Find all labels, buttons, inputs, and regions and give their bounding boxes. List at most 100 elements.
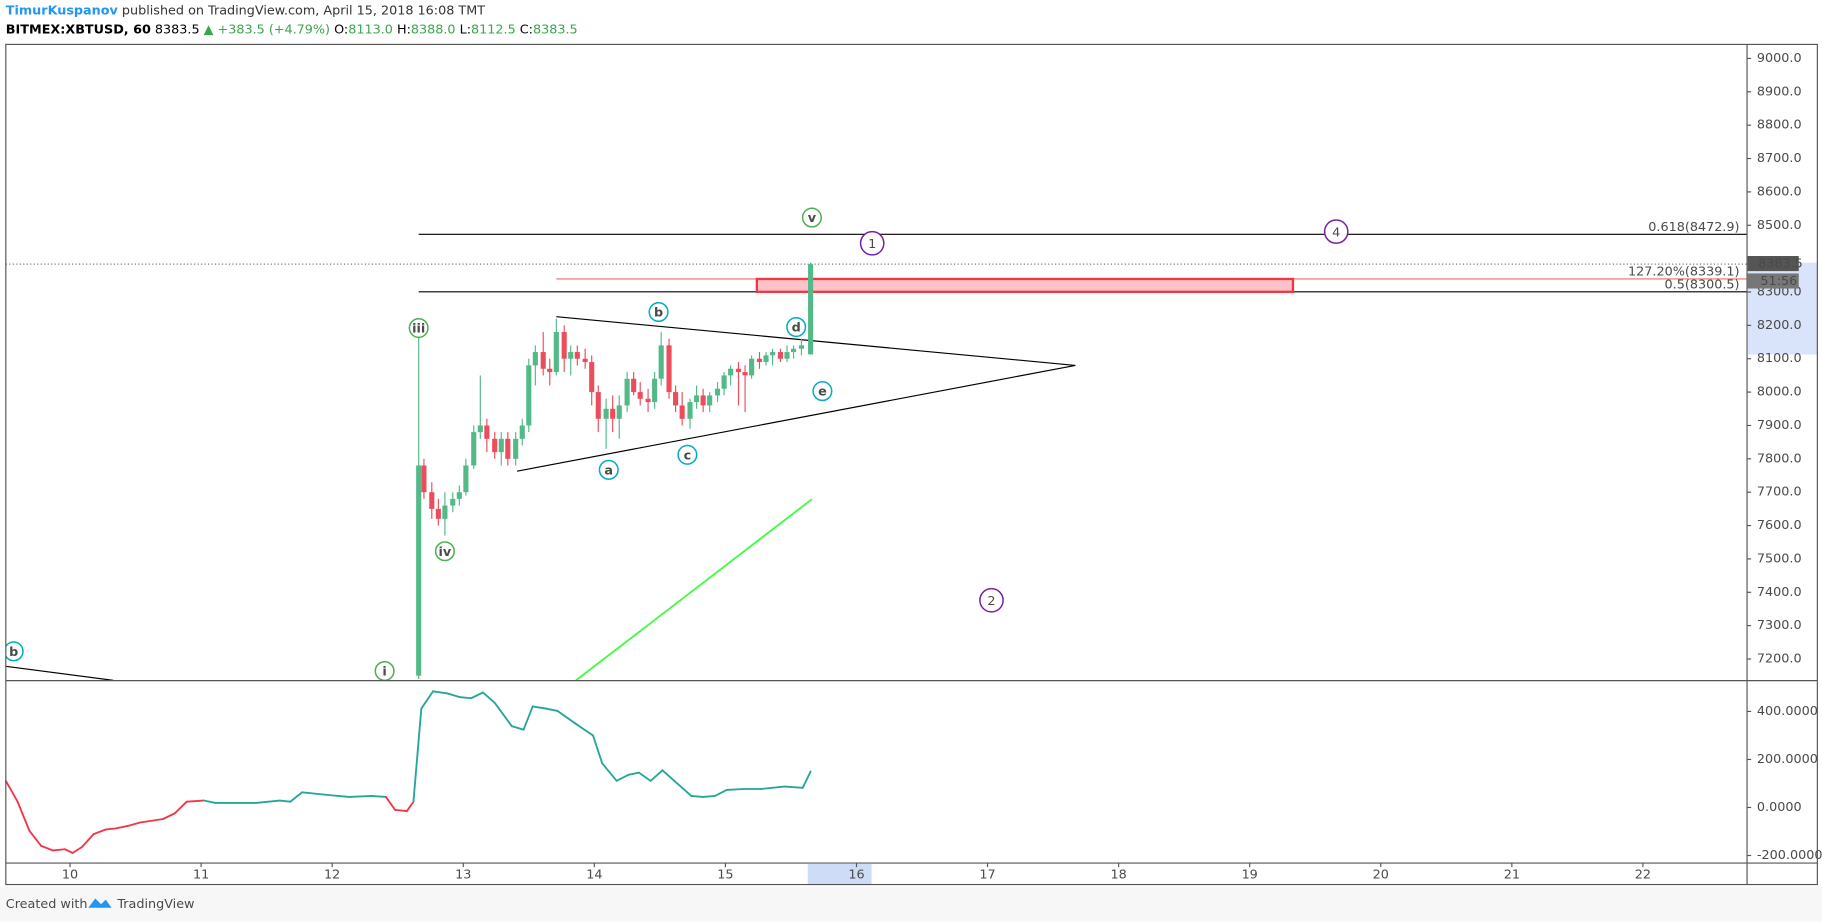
plot: 7200.0 7300.0 7400.0 7500.0 7600.0 7700.0 7800… — [4, 44, 1822, 885]
indicator-line — [301, 791, 327, 796]
candle-body — [658, 345, 664, 379]
candle-body — [526, 365, 532, 426]
y-tick-label: 8800.0 — [1757, 118, 1802, 133]
symbol-line: BITMEX:XBTUSD, 60 8383.5 ▲ +383.5 (+4.79… — [6, 22, 578, 37]
indicator-line — [690, 795, 705, 798]
wave-marker — [786, 316, 807, 338]
candle-body — [519, 425, 525, 439]
author[interactable]: TimurKuspanov — [6, 3, 119, 18]
indicator-line — [510, 725, 525, 731]
wave-label: 1 — [868, 237, 876, 252]
x-tick-label: 14 — [586, 868, 602, 883]
wave-marker — [408, 317, 429, 339]
candle-body — [540, 352, 546, 369]
candle-body — [603, 408, 609, 419]
countdown-label: 51:56 — [1760, 274, 1797, 289]
wave-marker — [648, 301, 669, 323]
change: ▲ +383.5 (+4.79%) — [204, 22, 330, 37]
ohlc-key: L: — [460, 22, 471, 37]
candle-body — [450, 498, 456, 506]
indicator-line — [173, 800, 188, 815]
candle-body — [421, 465, 427, 493]
indicator-line — [28, 829, 43, 847]
candle-body — [798, 345, 804, 349]
y-tick-label: 8000.0 — [1757, 385, 1802, 400]
candle-body — [498, 438, 504, 453]
indicator-line — [759, 785, 786, 790]
candle-body — [624, 378, 630, 406]
candle-body — [687, 402, 693, 419]
wave-marker — [374, 660, 395, 681]
candle-body — [442, 505, 448, 519]
symbol: BITMEX:XBTUSD, 60 — [6, 22, 151, 37]
candle-body — [721, 375, 727, 389]
ohlc-key: C: — [520, 22, 533, 37]
candle-body — [749, 358, 755, 376]
y-tick-label: 7500.0 — [1757, 551, 1802, 566]
indicator-line — [531, 705, 547, 710]
indicator-line — [405, 800, 415, 813]
candle-body — [610, 408, 616, 419]
candle-body — [492, 438, 498, 453]
x-tick-label: 10 — [62, 868, 78, 883]
x-tick-label: 18 — [1111, 868, 1127, 883]
candle-body — [756, 358, 763, 363]
wave-label: 4 — [1332, 225, 1340, 240]
trendline — [5, 665, 114, 681]
footer-text: Created with — [6, 897, 88, 912]
indicator-line — [649, 769, 664, 782]
wave-marker — [812, 381, 833, 402]
target-zone — [755, 277, 1295, 293]
candle-body — [616, 405, 622, 419]
candle-body — [561, 332, 567, 359]
x-tick-label: 11 — [193, 868, 209, 883]
price-tag-label: 8383.5 — [1758, 257, 1803, 272]
candle-body — [784, 352, 790, 359]
candle-body — [532, 352, 538, 366]
wave-label: e — [818, 385, 827, 400]
candle-body — [505, 438, 511, 459]
indicator-line — [202, 799, 217, 804]
indicator-line — [432, 690, 449, 695]
y-tick-label: 7600.0 — [1757, 518, 1802, 533]
fib-level-label: 127.20%(8339.1) — [1628, 264, 1739, 279]
candle-body — [631, 378, 637, 393]
candle-body — [666, 345, 672, 393]
candle-body — [791, 348, 797, 353]
wave-marker — [677, 444, 698, 465]
indicator-line — [446, 692, 461, 698]
candle-body — [429, 492, 435, 509]
x-tick-label: 16 — [848, 868, 864, 883]
indicator-line — [470, 691, 484, 700]
indicator-line — [713, 789, 728, 797]
wave-marker — [979, 587, 1004, 613]
x-tick-label: 15 — [717, 868, 733, 883]
y-tick-label: 7300.0 — [1757, 618, 1802, 633]
candle-body — [553, 332, 559, 373]
x-tick-label: 20 — [1373, 868, 1389, 883]
wave-label: v — [808, 211, 817, 226]
wave-label: d — [792, 321, 801, 336]
x-tick-label: 21 — [1504, 868, 1520, 883]
ohlc-value: 8113.0 — [348, 22, 393, 37]
indicator-line — [627, 771, 640, 776]
candle-body — [547, 368, 553, 373]
indicator-line — [522, 705, 534, 731]
wave-marker — [434, 541, 455, 562]
candle-body — [589, 362, 595, 393]
y-tick-label: -200.0000 — [1757, 848, 1822, 863]
wave-label: b — [9, 645, 18, 660]
candle-body — [574, 352, 580, 359]
header-line: TimurKuspanov published on TradingView.c… — [6, 3, 485, 18]
y-tick-label: 9000.0 — [1757, 51, 1802, 66]
indicator-line — [394, 808, 408, 813]
y-tick-label: 7900.0 — [1757, 418, 1802, 433]
candle-body — [645, 398, 651, 403]
indicator-line — [255, 799, 281, 804]
x-tick-label: 12 — [324, 868, 340, 883]
fib-level-label: 0.618(8472.9) — [1648, 220, 1739, 235]
footer-brand[interactable]: TradingView — [116, 897, 194, 912]
candle-body — [582, 358, 588, 363]
indicator-line — [725, 788, 745, 791]
